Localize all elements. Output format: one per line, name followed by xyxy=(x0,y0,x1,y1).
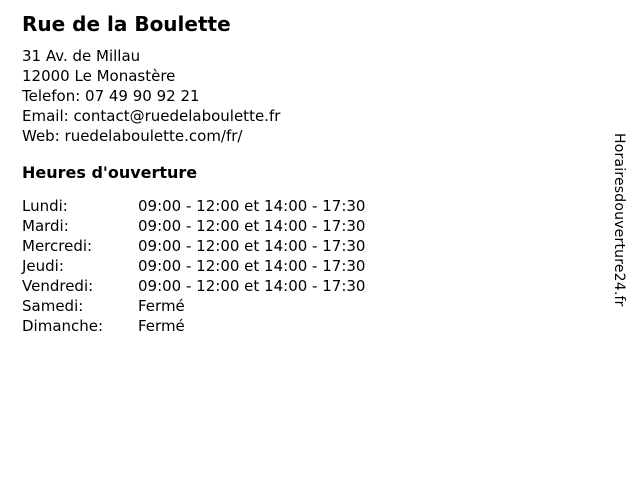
time-value: 09:00 - 12:00 et 14:00 - 17:30 xyxy=(138,197,366,215)
hours-row-monday: Lundi: 09:00 - 12:00 et 14:00 - 17:30 xyxy=(22,196,582,216)
time-value: Fermé xyxy=(138,317,185,335)
day-label: Mardi: xyxy=(22,217,69,235)
time-value: 09:00 - 12:00 et 14:00 - 17:30 xyxy=(138,217,366,235)
page-title: Rue de la Boulette xyxy=(22,12,231,36)
day-label: Lundi: xyxy=(22,197,68,215)
hours-row-thursday: Jeudi: 09:00 - 12:00 et 14:00 - 17:30 xyxy=(22,256,582,276)
time-value: 09:00 - 12:00 et 14:00 - 17:30 xyxy=(138,237,366,255)
hours-row-sunday: Dimanche: Fermé xyxy=(22,316,582,336)
site-watermark: Horairesdouverture24.fr xyxy=(611,133,627,307)
day-label: Samedi: xyxy=(22,297,84,315)
time-value: 09:00 - 12:00 et 14:00 - 17:30 xyxy=(138,277,366,295)
email-line: Email: contact@ruedelaboulette.fr xyxy=(22,107,281,125)
hours-row-friday: Vendredi: 09:00 - 12:00 et 14:00 - 17:30 xyxy=(22,276,582,296)
phone-line: Telefon: 07 49 90 92 21 xyxy=(22,87,200,105)
day-label: Vendredi: xyxy=(22,277,94,295)
time-value: 09:00 - 12:00 et 14:00 - 17:30 xyxy=(138,257,366,275)
hours-row-saturday: Samedi: Fermé xyxy=(22,296,582,316)
address-line-2: 12000 Le Monastère xyxy=(22,67,176,85)
hours-row-tuesday: Mardi: 09:00 - 12:00 et 14:00 - 17:30 xyxy=(22,216,582,236)
opening-hours-table: Lundi: 09:00 - 12:00 et 14:00 - 17:30 Ma… xyxy=(22,196,582,336)
address-line-1: 31 Av. de Millau xyxy=(22,47,141,65)
contact-block: 31 Av. de Millau 12000 Le Monastère Tele… xyxy=(22,46,582,146)
day-label: Mercredi: xyxy=(22,237,93,255)
hours-row-wednesday: Mercredi: 09:00 - 12:00 et 14:00 - 17:30 xyxy=(22,236,582,256)
time-value: Fermé xyxy=(138,297,185,315)
web-line: Web: ruedelaboulette.com/fr/ xyxy=(22,127,243,145)
business-info-card: Rue de la Boulette 31 Av. de Millau 1200… xyxy=(22,12,582,336)
opening-hours-heading: Heures d'ouverture xyxy=(22,163,198,182)
day-label: Jeudi: xyxy=(22,257,64,275)
day-label: Dimanche: xyxy=(22,317,104,335)
